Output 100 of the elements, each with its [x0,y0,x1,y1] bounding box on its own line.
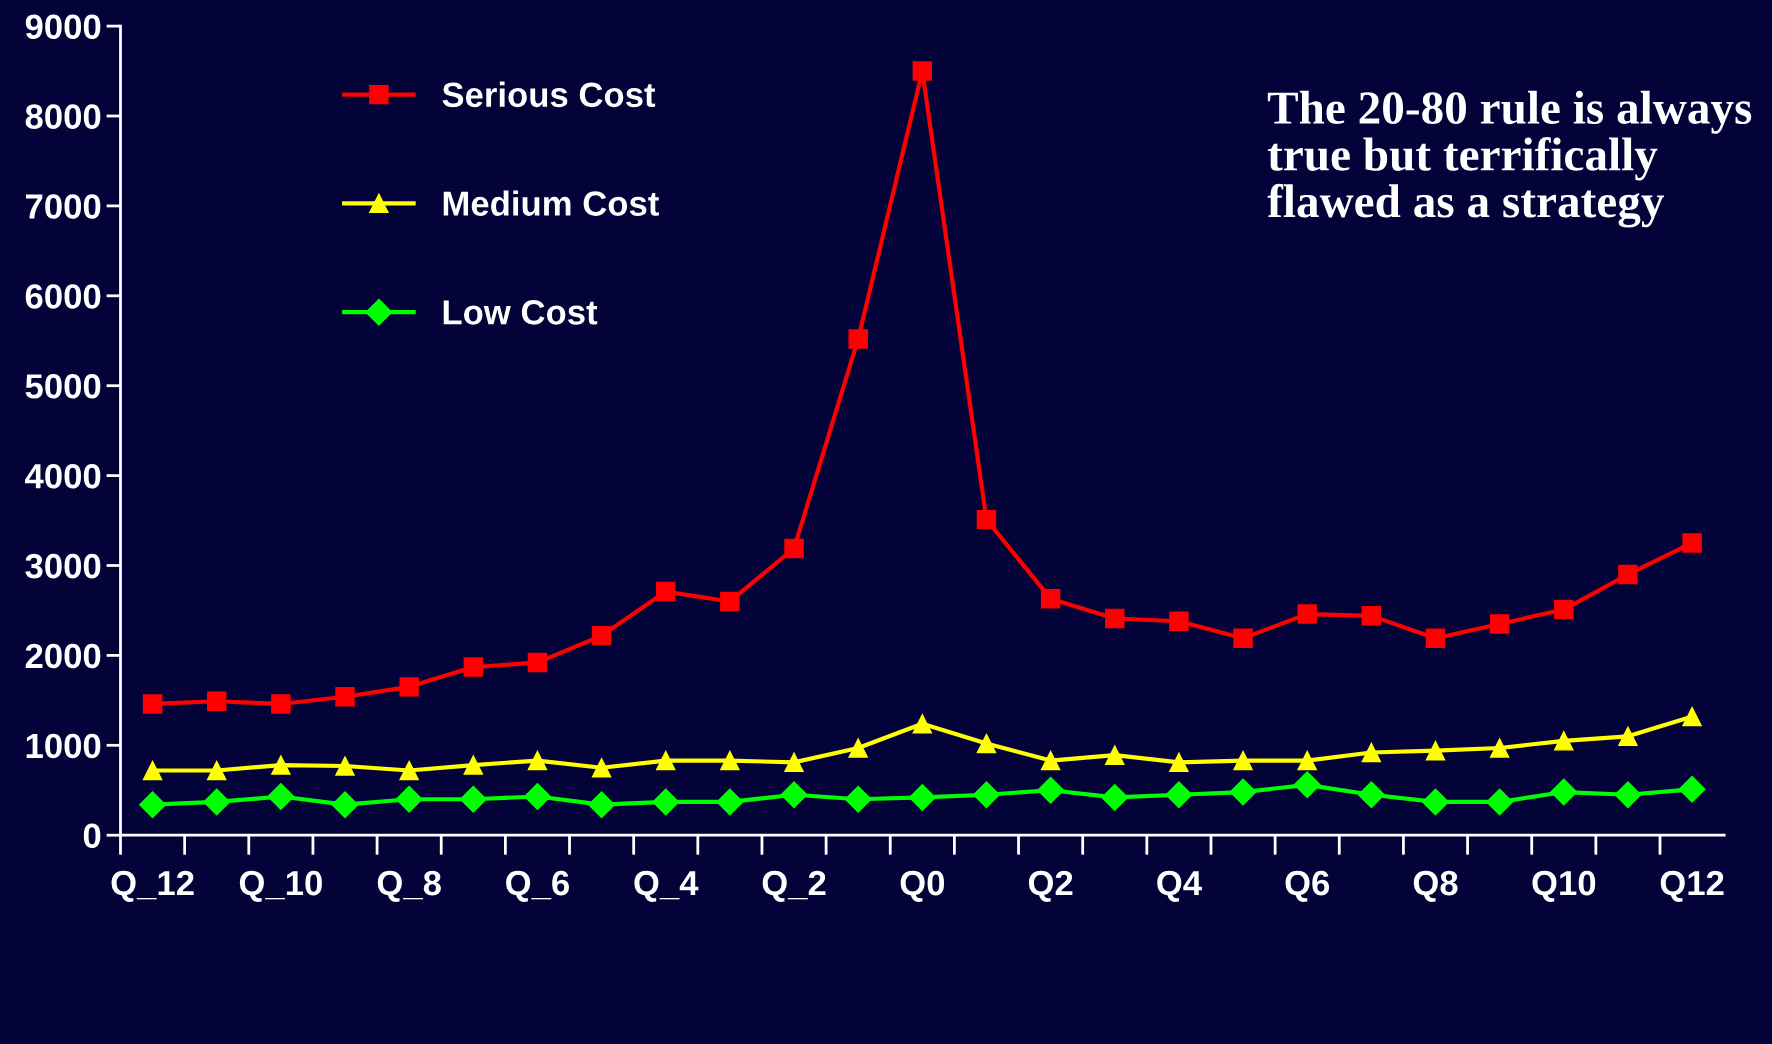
point [976,509,997,530]
point [1169,611,1189,631]
point [1037,776,1065,804]
point [459,785,487,813]
point [1618,564,1638,585]
y-tick-label: 9000 [25,14,101,40]
point [1614,781,1642,809]
x-tick-label: Q2 [1028,870,1073,902]
point [848,329,868,349]
x-tick-label: Q4 [1157,870,1202,902]
point [1293,771,1321,799]
point [1550,778,1578,806]
point [1233,750,1253,771]
y-tick-label: 2000 [25,643,101,669]
point [1357,781,1385,809]
point [395,785,423,813]
y-tick-label: 4000 [25,463,101,489]
point [1554,599,1574,620]
point [848,738,868,758]
point [1486,788,1514,816]
y-tick-label: 8000 [25,104,101,129]
x-tick-label: Q_2 [762,870,826,902]
point [1229,778,1257,806]
point [912,714,933,734]
point [1105,745,1125,765]
point [139,791,167,819]
point [1618,726,1638,747]
point [908,783,936,811]
point [1678,775,1706,803]
point [784,538,804,559]
point [912,61,933,81]
point [142,694,163,714]
point [271,694,291,714]
point [1169,752,1189,773]
point [716,788,744,816]
y-tick-label: 6000 [25,284,101,309]
legend-label: Serious Cost [442,81,656,108]
point [652,788,680,816]
point [527,750,548,771]
x-tick-label: Q6 [1285,870,1330,902]
point [206,760,227,781]
point [142,760,163,781]
x-tick-label: Q8 [1413,870,1458,902]
point [523,783,551,811]
point [1682,706,1702,727]
point [784,752,804,773]
point [335,687,355,707]
point [976,733,997,754]
point [780,781,808,809]
point [1165,781,1193,809]
annotation: The 20-80 rule is always true but terrifically flawed as a strategy [1267,90,1752,228]
point [1422,788,1449,816]
point [1105,608,1125,629]
x-tick-label: Q_8 [377,870,441,902]
point [271,755,291,775]
point [463,657,484,677]
y-tick-label: 5000 [25,374,101,399]
point [399,760,419,781]
point [973,781,1000,809]
point [1233,628,1253,649]
point [1361,606,1382,626]
point [463,755,484,775]
point [591,625,612,646]
point [720,591,740,612]
x-tick-label: Q_10 [239,870,322,902]
point [1040,589,1061,609]
point [399,677,419,697]
x-tick-label: Q10 [1532,870,1596,902]
point [1101,783,1129,811]
x-tick-label: Q12 [1660,870,1724,902]
point [588,791,616,819]
y-tick-label: 0 [83,823,101,849]
point [1297,604,1317,624]
point [656,750,676,771]
legend-label: Medium Cost [443,190,659,216]
x-tick-label: Q_12 [111,870,194,902]
point [656,581,676,602]
point [1297,750,1317,771]
point [206,691,227,711]
point [267,783,295,811]
point [844,785,872,813]
x-tick-label: Q0 [900,870,945,902]
point [1682,533,1702,553]
y-tick-label: 3000 [25,553,101,579]
point [1425,628,1446,649]
y-tick-label: 7000 [26,194,101,219]
point [1425,740,1446,761]
point [1489,738,1510,758]
x-tick-label: Q_6 [506,870,570,902]
point [591,758,612,778]
point [1489,614,1510,634]
point [203,788,231,816]
point [335,756,355,776]
point [1361,742,1382,763]
legend-label: Low Cost [443,300,598,325]
point [1040,750,1061,771]
point [1554,731,1574,751]
point [720,750,740,771]
y-tick-label: 1000 [26,733,101,759]
point [331,791,359,819]
